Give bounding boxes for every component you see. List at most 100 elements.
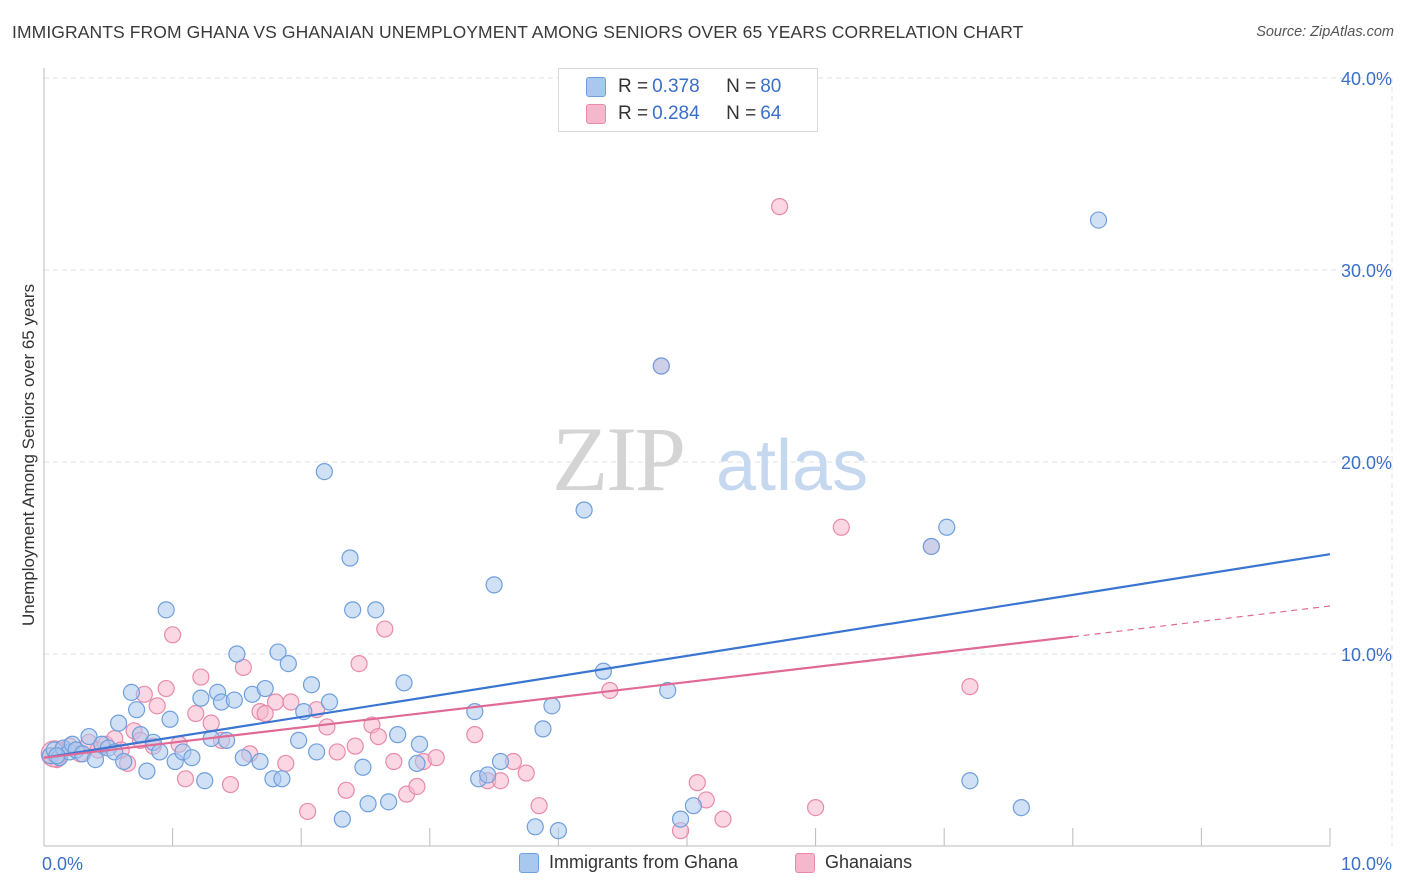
data-point-immigrants: [408, 754, 426, 773]
data-point-ghanaians: [148, 697, 166, 715]
data-point-immigrants: [80, 727, 98, 746]
data-point-immigrants: [684, 797, 703, 815]
data-point-immigrants: [354, 758, 372, 776]
data-point-immigrants: [183, 749, 201, 767]
bottom-legend-immigrants: Immigrants from Ghana: [519, 852, 738, 873]
bottom-legend-label-ghanaians: Ghanaians: [825, 852, 913, 872]
data-point-ghanaians: [256, 704, 274, 723]
data-point-immigrants: [256, 679, 274, 698]
data-point-immigrants: [290, 731, 308, 750]
data-point-immigrants: [192, 689, 210, 707]
data-point-immigrants: [122, 683, 141, 702]
data-point-ghanaians: [961, 678, 979, 696]
correlation-legend: R = 0.378 N = 80 R = 0.284 N = 64: [558, 68, 818, 132]
data-point-immigrants: [320, 693, 339, 711]
data-point-immigrants: [279, 654, 297, 673]
data-point-ghanaians: [337, 781, 355, 799]
data-point-immigrants: [526, 818, 544, 836]
data-point-immigrants: [922, 537, 940, 556]
legend-row-immigrants: R = 0.378 N = 80: [559, 74, 781, 100]
data-point-ghanaians: [688, 774, 706, 792]
y-axis-label: Unemployment Among Seniors over 65 years: [19, 284, 38, 626]
source-label: Source: ZipAtlas.com: [1256, 24, 1394, 40]
legend-swatch-pink: [586, 104, 606, 124]
data-point-immigrants: [196, 772, 214, 790]
data-point-immigrants: [938, 518, 956, 536]
data-point-immigrants: [269, 643, 287, 661]
data-point-immigrants: [333, 810, 351, 828]
legend-r-label: R =: [618, 76, 649, 97]
data-point-ghanaians: [770, 198, 789, 216]
series-immigrants-points: [41, 211, 1108, 840]
data-point-ghanaians: [176, 770, 195, 788]
legend-swatch-blue: [586, 77, 606, 97]
data-point-immigrants: [234, 749, 252, 767]
data-point-immigrants: [479, 766, 497, 784]
data-point-immigrants: [534, 720, 552, 738]
data-point-immigrants: [594, 662, 613, 680]
data-point-immigrants: [302, 676, 321, 694]
data-point-ghanaians: [299, 802, 317, 821]
data-point-ghanaians: [466, 726, 484, 744]
data-point-ghanaians: [517, 764, 535, 782]
data-point-ghanaians: [187, 704, 205, 723]
data-point-ghanaians: [318, 718, 336, 736]
data-point-immigrants: [344, 601, 362, 619]
x-tick-label: 10.0%: [1341, 854, 1392, 874]
bottom-legend-label-immigrants: Immigrants from Ghana: [549, 852, 739, 872]
grid-lines: [44, 77, 1393, 846]
y-tick-label: 40.0%: [1341, 69, 1392, 89]
data-point-immigrants: [659, 681, 677, 700]
data-point-ghanaians: [427, 749, 445, 767]
data-point-ghanaians: [350, 654, 368, 673]
data-point-immigrants: [86, 750, 105, 769]
bottom-legend-ghanaians: Ghanaians: [795, 852, 912, 873]
legend-n-label: N =: [726, 76, 757, 97]
data-point-immigrants: [359, 795, 377, 813]
data-point-immigrants: [491, 752, 510, 771]
trend-line-ghanaians: [43, 635, 1073, 759]
data-point-ghanaians: [530, 797, 548, 815]
data-point-immigrants: [395, 674, 413, 692]
trend-lines: [43, 553, 1331, 759]
bottom-legend-swatch-pink: [795, 852, 815, 873]
data-point-immigrants: [315, 463, 333, 481]
data-point-ghanaians: [408, 777, 426, 796]
data-point-ghanaians: [192, 668, 210, 686]
data-point-immigrants: [543, 697, 561, 715]
data-point-immigrants: [341, 549, 359, 567]
data-point-immigrants: [389, 726, 407, 744]
chart-title: IMMIGRANTS FROM GHANA VS GHANAIAN UNEMPL…: [12, 22, 1024, 42]
data-point-immigrants: [380, 793, 398, 811]
data-point-immigrants: [575, 501, 593, 519]
data-point-immigrants: [251, 752, 269, 771]
data-point-ghanaians: [164, 626, 182, 644]
data-point-immigrants: [151, 743, 169, 761]
trend-line-immigrants: [43, 553, 1331, 759]
legend-row-ghanaians: R = 0.284 N = 64: [559, 101, 781, 127]
legend-n-value: 64: [760, 103, 782, 124]
x-tick-label: 0.0%: [42, 854, 83, 874]
legend-r-value: 0.284: [652, 103, 700, 124]
data-point-ghanaians: [202, 714, 220, 732]
legend-n-value: 80: [760, 76, 782, 97]
data-point-ghanaians: [282, 693, 300, 711]
data-point-immigrants: [652, 357, 670, 375]
watermark: ZIP atlas: [552, 408, 868, 510]
data-point-immigrants: [225, 691, 243, 709]
data-point-immigrants: [367, 601, 385, 619]
data-point-immigrants: [549, 822, 568, 840]
data-point-immigrants: [273, 770, 291, 788]
data-point-ghanaians: [369, 727, 387, 746]
data-point-ghanaians: [157, 679, 175, 698]
legend-n-label: N =: [726, 103, 757, 124]
data-point-immigrants: [485, 576, 503, 594]
data-point-immigrants: [115, 752, 133, 771]
data-point-immigrants: [157, 601, 175, 619]
legend-r-label: R =: [618, 103, 649, 124]
data-point-immigrants: [1012, 798, 1030, 817]
data-point-immigrants: [109, 714, 128, 732]
bottom-legend-swatch-blue: [519, 852, 539, 873]
tick-labels: 10.0% 20.0% 30.0% 40.0% 0.0% 10.0%: [42, 69, 1392, 874]
